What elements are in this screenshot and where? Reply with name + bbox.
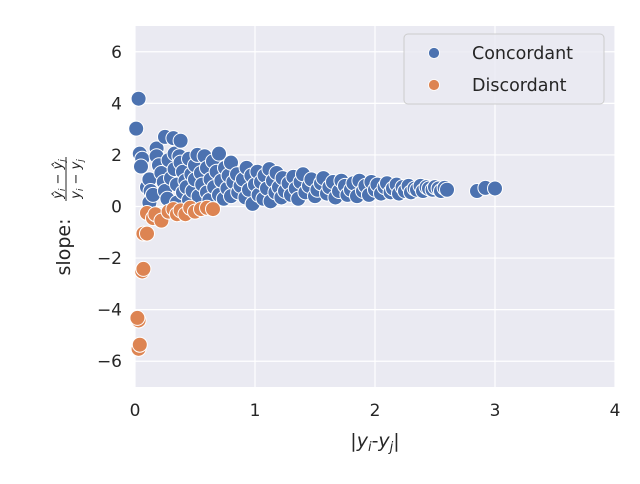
y-tick-labels: −6 −4 −2 0 2 4 6	[97, 43, 122, 372]
y-label-denominator: yi − yj	[69, 159, 86, 200]
y-axis-label: slope: ŷi − ŷj yi − yj	[51, 157, 86, 275]
data-point	[205, 201, 221, 218]
legend: Concordant Discordant	[403, 33, 605, 105]
data-point	[131, 336, 148, 353]
x-tick-label: 1	[250, 401, 261, 421]
y-tick-label: 0	[111, 198, 122, 218]
data-point	[172, 132, 189, 149]
legend-label: Concordant	[472, 44, 573, 64]
data-point	[129, 309, 146, 326]
y-tick-label: 2	[111, 146, 122, 166]
data-point	[130, 90, 147, 107]
legend-box	[403, 33, 605, 105]
data-point	[211, 145, 227, 162]
x-axis-label-text: |yi-yj|	[350, 430, 399, 455]
x-axis-label: |yi-yj|	[350, 430, 399, 455]
x-tick-labels: 0 1 2 3 4	[130, 401, 621, 421]
series-concordant	[128, 90, 503, 212]
x-tick-label: 0	[130, 401, 141, 421]
data-points	[128, 90, 503, 357]
data-point	[135, 260, 152, 277]
data-point	[133, 158, 149, 175]
x-tick-label: 2	[370, 401, 381, 421]
y-tick-label: −4	[97, 301, 122, 321]
legend-marker	[428, 79, 440, 91]
x-tick-label: 3	[490, 401, 501, 421]
y-tick-label: 4	[111, 94, 122, 114]
y-axis-label-prefix: slope:	[53, 219, 75, 276]
legend-marker	[428, 47, 440, 59]
data-point	[128, 120, 145, 137]
y-tick-label: −6	[97, 352, 122, 372]
series-discordant	[129, 199, 221, 357]
y-tick-label: −2	[97, 249, 122, 269]
data-point	[487, 180, 503, 197]
y-tick-label: 6	[111, 43, 122, 63]
y-axis-label-fraction: ŷi − ŷj yi − yj	[51, 157, 86, 201]
data-point	[439, 181, 455, 198]
y-label-numerator: ŷi − ŷj	[51, 159, 68, 200]
x-tick-label: 4	[610, 401, 621, 421]
data-point	[139, 225, 155, 242]
legend-label: Discordant	[472, 76, 567, 96]
